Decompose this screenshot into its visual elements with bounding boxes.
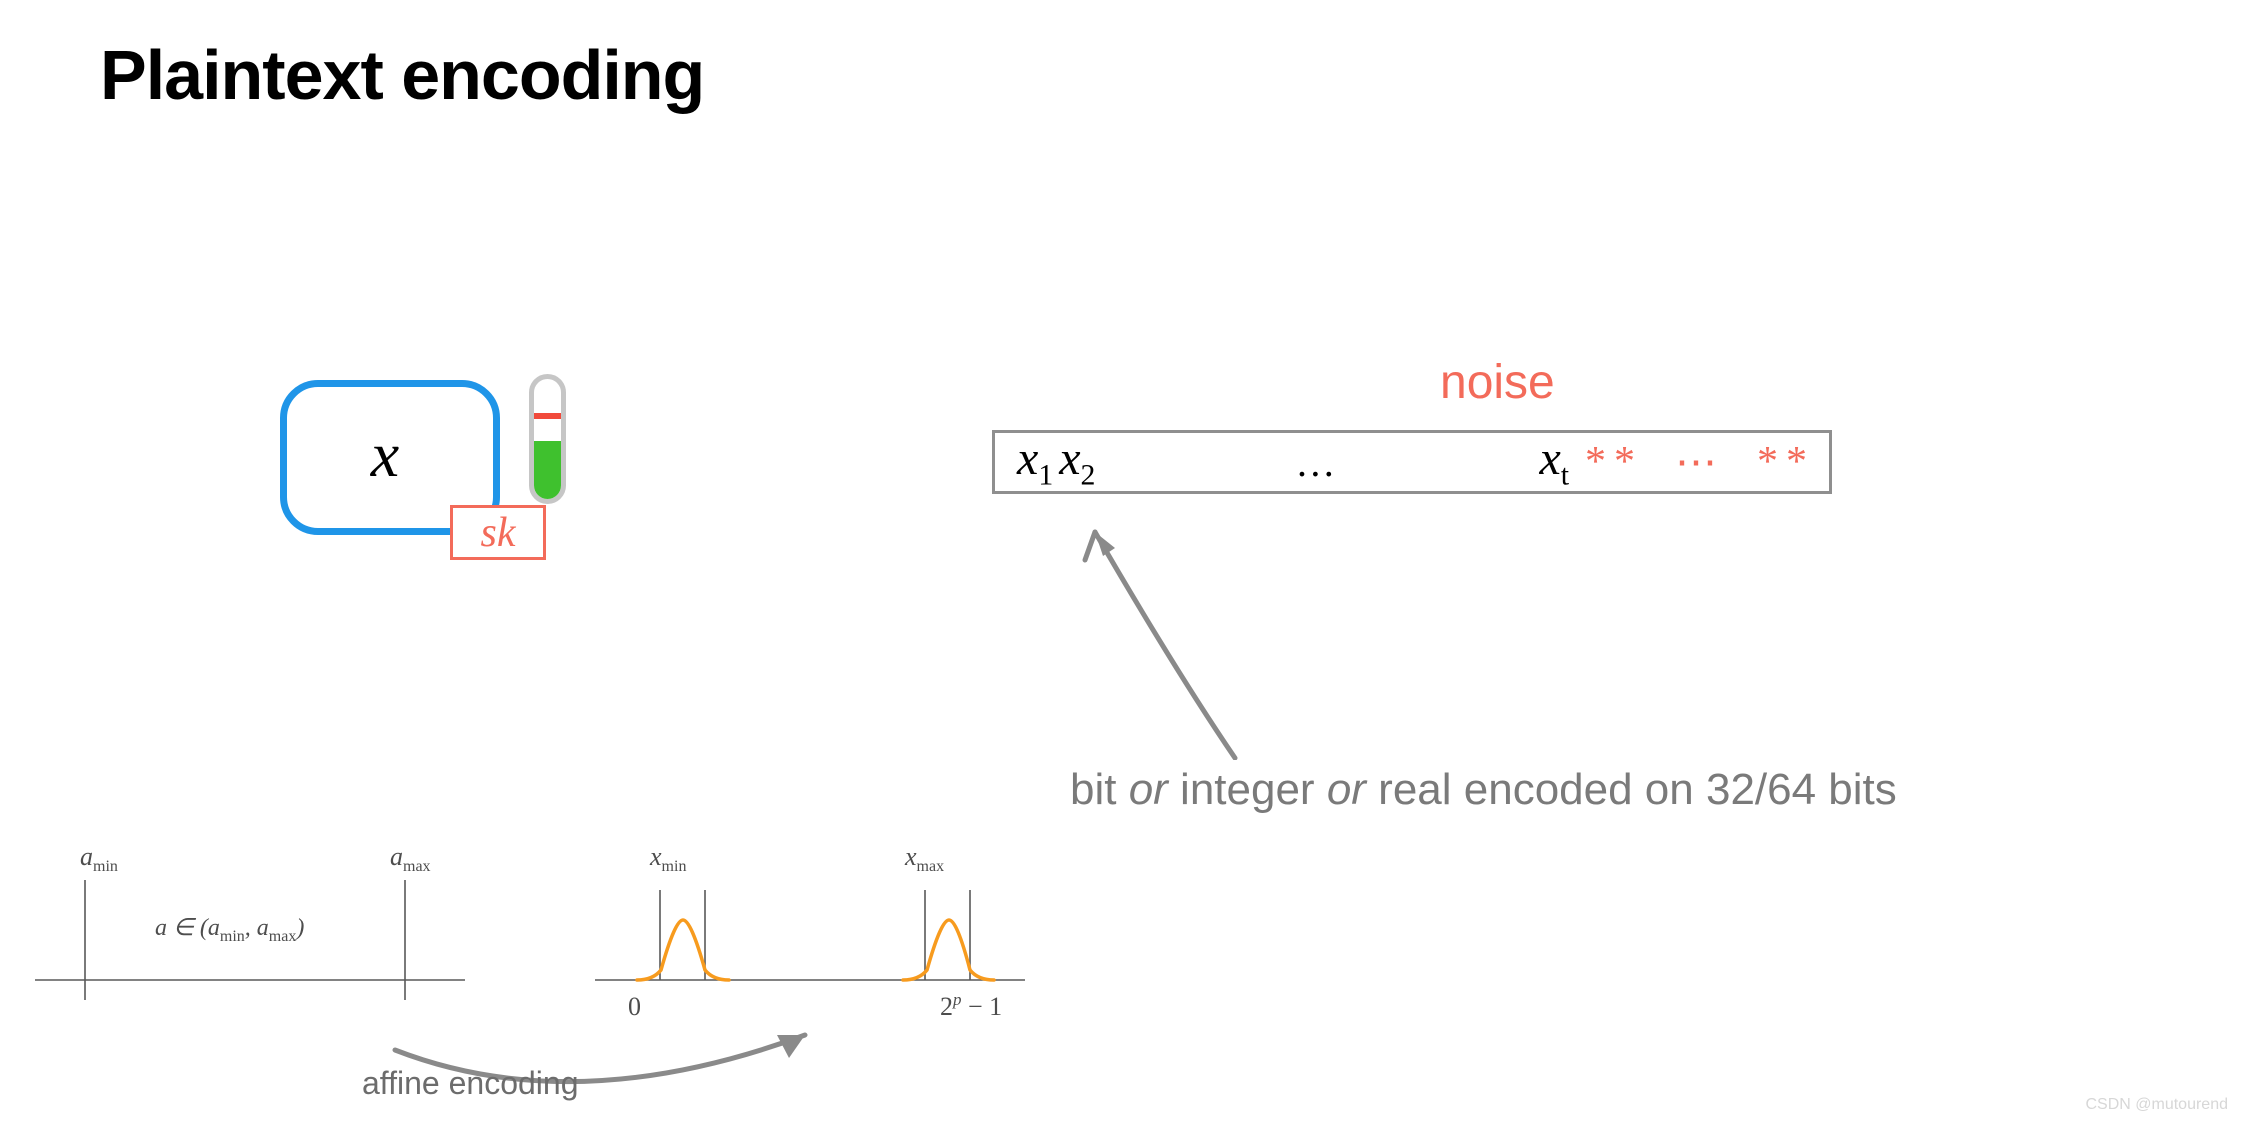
svg-text:xmax: xmax [904,842,944,875]
noise-label: noise [1440,355,1555,410]
seq-x1: x1 [1017,431,1053,493]
noise-tube-fill [534,441,561,499]
affine-label: affine encoding [362,1065,578,1102]
ciphertext-x: x [371,418,399,492]
noise-star-1: * [1585,438,1606,486]
svg-text:a ∈ (amin, amax): a ∈ (amin, amax) [155,915,304,945]
noise-star-4: * [1786,438,1807,486]
noise-star-2: * [1614,438,1635,486]
arrow-up-icon [1065,510,1265,760]
noise-tube-icon [529,374,566,504]
noise-star-3: * [1757,438,1778,486]
page-title: Plaintext encoding [100,35,704,115]
svg-text:xmin: xmin [649,842,686,875]
encoding-description: bit or integer or real encoded on 32/64 … [1070,765,1897,815]
sk-box: sk [450,505,546,560]
seq-dots: … [1295,439,1339,486]
sequence-box: x1 x2 … xt * * ⋯ * * [992,430,1832,494]
seq-xt: xt [1539,431,1569,493]
svg-text:0: 0 [628,992,641,1021]
sk-label: sk [481,509,516,557]
svg-text:2p − 1: 2p − 1 [940,990,1002,1021]
noise-tube-mark [534,413,561,419]
watermark: CSDN @mutourend [2085,1096,2228,1114]
noise-dots: ⋯ [1675,437,1717,487]
svg-text:amin: amin [80,842,118,875]
seq-x2: x2 [1059,431,1095,493]
svg-text:amax: amax [390,842,431,875]
